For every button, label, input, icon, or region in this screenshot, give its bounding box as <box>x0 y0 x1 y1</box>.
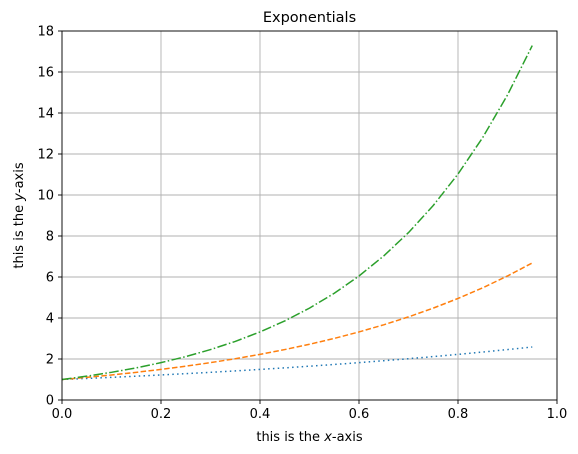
x-tick-label: 0.0 <box>52 407 73 422</box>
y-tick-label: 16 <box>37 66 54 81</box>
y-tick-label: 12 <box>37 148 54 163</box>
x-tick-label: 1.0 <box>547 407 568 422</box>
y-tick-label: 2 <box>46 353 54 368</box>
axes-frame <box>61 30 558 401</box>
series-line-dashdot <box>61 45 533 381</box>
y-axis-label: this is the y-axis <box>12 162 27 269</box>
series-layer <box>61 45 533 381</box>
y-tick-label: 18 <box>37 25 54 40</box>
x-tick-label: 0.4 <box>250 407 271 422</box>
series-line-dotted <box>61 346 533 381</box>
x-tick-label: 0.2 <box>151 407 172 422</box>
series-line-dashed <box>61 262 533 381</box>
y-tick-label: 0 <box>46 394 54 409</box>
y-tick-label: 14 <box>37 107 54 122</box>
y-tick-label: 6 <box>46 271 54 286</box>
y-axis-ticks: 0 2 4 6 8 10 12 14 16 18 <box>37 25 62 409</box>
x-tick-label: 0.8 <box>448 407 469 422</box>
chart-title: Exponentials <box>263 10 356 26</box>
x-axis-ticks: 0.0 0.2 0.4 0.6 0.8 1.0 <box>52 400 568 422</box>
y-tick-label: 8 <box>46 230 54 245</box>
y-tick-label: 10 <box>37 189 54 204</box>
x-tick-label: 0.6 <box>349 407 370 422</box>
x-axis-label: this is the x-axis <box>256 430 363 445</box>
y-tick-label: 4 <box>46 312 54 327</box>
